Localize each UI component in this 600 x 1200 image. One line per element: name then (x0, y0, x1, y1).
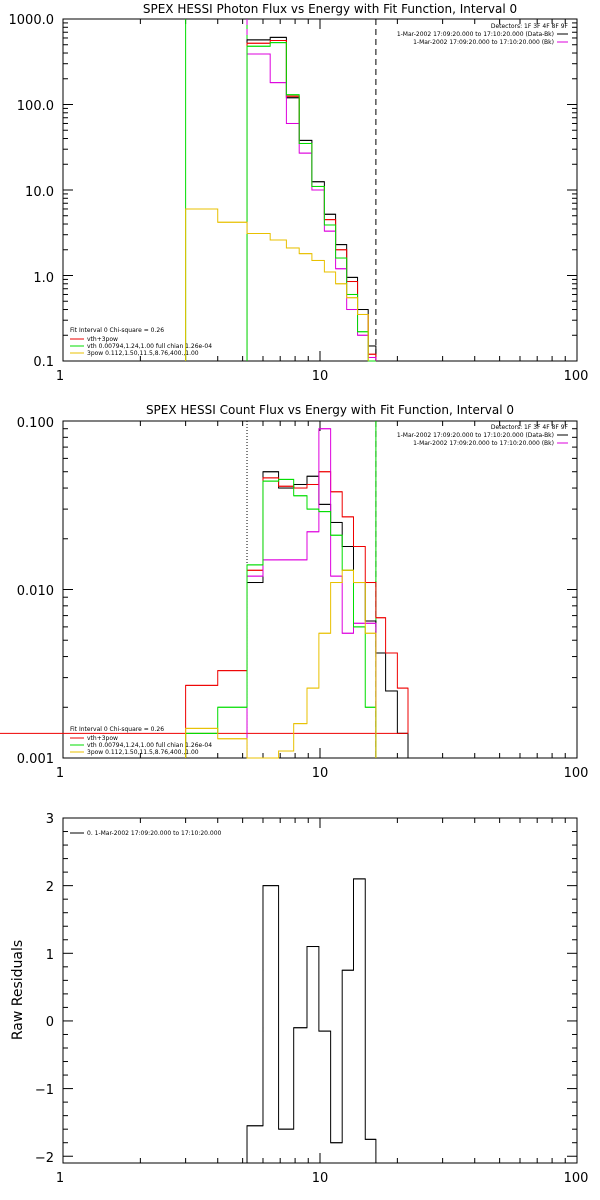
residuals-y-tick-2: 2 (46, 880, 54, 895)
photon-y-tick-1: 1.0 (33, 271, 54, 286)
count-info-box: Detectors: 1F 3F 4F 8F 9F 1-Mar-2002 17:… (397, 424, 569, 447)
photon-y-tick-100: 100.0 (17, 99, 54, 114)
residuals-x-tick-100: 100 (564, 1171, 589, 1186)
photon-axis-ticks (62, 18, 578, 362)
residuals-legend-interval: 0. 1-Mar-2002 17:09:20.000 to 17:10:20.0… (87, 830, 222, 837)
photon-y-tick-10: 10.0 (25, 185, 54, 200)
photon-data-interval-text: 1-Mar-2002 17:09:20.000 to 17:10:20.000 … (397, 31, 554, 38)
photon-flux-title: SPEX HESSI Photon Flux vs Energy with Fi… (143, 2, 517, 16)
photon-legend-total: vth+3pow (87, 336, 118, 343)
photon-series-4-outline (185, 208, 369, 361)
count-legend-vth: vth 0.00794,1.24,1.00 full chian 1.26e-0… (87, 742, 212, 749)
photon-legend-vth: vth 0.00794,1.24,1.00 full chian 1.26e-0… (87, 343, 212, 350)
residuals-y-label: Raw Residuals (10, 940, 26, 1040)
count-x-tick-10: 10 (312, 766, 329, 781)
residuals-x-tick-10: 10 (312, 1171, 329, 1186)
photon-detectors-text: Detectors: 1F 3F 4F 8F 9F (491, 23, 569, 30)
photon-x-tick-100: 100 (564, 369, 589, 384)
photon-series-4 (185, 208, 369, 361)
residuals-series-0 (246, 878, 377, 1163)
count-flux-title: SPEX HESSI Count Flux vs Energy with Fit… (146, 403, 514, 417)
count-series-3-outline (185, 478, 377, 758)
count-series-0 (246, 471, 409, 758)
residuals-legend: 0. 1-Mar-2002 17:09:20.000 to 17:10:20.0… (70, 830, 222, 837)
count-series-1 (0, 471, 409, 758)
count-flux-series (0, 428, 409, 759)
count-detectors-text: Detectors: 1F 3F 4F 8F 9F (491, 424, 569, 431)
photon-x-tick-1: 1 (56, 369, 64, 384)
count-flux-panel: SPEX HESSI Count Flux vs Energy with Fit… (0, 403, 588, 781)
photon-legend-3pow: 3pow 0.112,1.50,11.5,8.76,400.,1.00 (87, 350, 199, 357)
photon-flux-panel: SPEX HESSI Photon Flux vs Energy with Fi… (9, 2, 589, 384)
count-y-tick-0.100: 0.100 (17, 416, 54, 431)
photon-flux-series (185, 36, 377, 362)
count-axis-ticks (62, 420, 578, 759)
count-data-interval-text: 1-Mar-2002 17:09:20.000 to 17:10:20.000 … (397, 432, 554, 439)
residuals-y-tick-0: 0 (46, 1015, 54, 1030)
count-y-tick-0.001: 0.001 (17, 752, 54, 767)
residuals-series-0-outline (246, 878, 377, 1163)
count-x-tick-100: 100 (564, 766, 589, 781)
count-fit-legend: Fit Interval 0 Chi-square = 0.26 vth+3po… (70, 726, 212, 756)
photon-series-0 (246, 36, 377, 361)
photon-series-2 (246, 53, 377, 361)
count-series-3 (185, 478, 377, 758)
residuals-plot-frame (62, 817, 578, 1164)
count-fit-interval-text: Fit Interval 0 Chi-square = 0.26 (70, 726, 164, 733)
residuals-y-tick-3: 3 (46, 812, 54, 827)
residuals-x-tick-1: 1 (56, 1171, 64, 1186)
photon-x-tick-10: 10 (312, 369, 329, 384)
count-series-1-outline (185, 471, 409, 758)
photon-series-1-outline (246, 40, 377, 361)
count-bk-interval-text: 1-Mar-2002 17:09:20.000 to 17:10:20.000 … (413, 440, 554, 447)
photon-fit-legend: Fit Interval 0 Chi-square = 0.26 vth+3po… (70, 327, 212, 357)
photon-series-2-outline (246, 53, 377, 361)
photon-info-box: Detectors: 1F 3F 4F 8F 9F 1-Mar-2002 17:… (397, 23, 569, 46)
photon-series-3-outline (246, 42, 376, 362)
residuals-axis-ticks (62, 817, 578, 1163)
residuals-y-tick-minus2: −2 (35, 1151, 54, 1166)
count-y-tick-0.010: 0.010 (17, 584, 54, 599)
photon-bk-interval-text: 1-Mar-2002 17:09:20.000 to 17:10:20.000 … (413, 39, 554, 46)
count-x-tick-1: 1 (56, 766, 64, 781)
residuals-y-tick-minus1: −1 (35, 1083, 54, 1098)
count-series-0-outline (246, 471, 409, 758)
photon-y-tick-1000: 1000.0 (9, 13, 55, 28)
photon-series-1 (246, 40, 377, 361)
residuals-panel: Raw Residuals 1 10 100 3 2 1 0 −1 −2 0. … (10, 812, 588, 1186)
photon-series-0-outline (246, 36, 377, 361)
count-legend-3pow: 3pow 0.112,1.50,11.5,8.76,400.,1.00 (87, 749, 199, 756)
count-series-4-outline (185, 569, 377, 759)
photon-fit-interval-text: Fit Interval 0 Chi-square = 0.26 (70, 327, 164, 334)
residuals-y-tick-1: 1 (46, 948, 54, 963)
residuals-series (246, 878, 377, 1163)
count-legend-total: vth+3pow (87, 735, 118, 742)
photon-y-tick-0.1: 0.1 (33, 355, 54, 370)
photon-series-3 (246, 42, 376, 362)
count-series-4 (185, 569, 377, 759)
